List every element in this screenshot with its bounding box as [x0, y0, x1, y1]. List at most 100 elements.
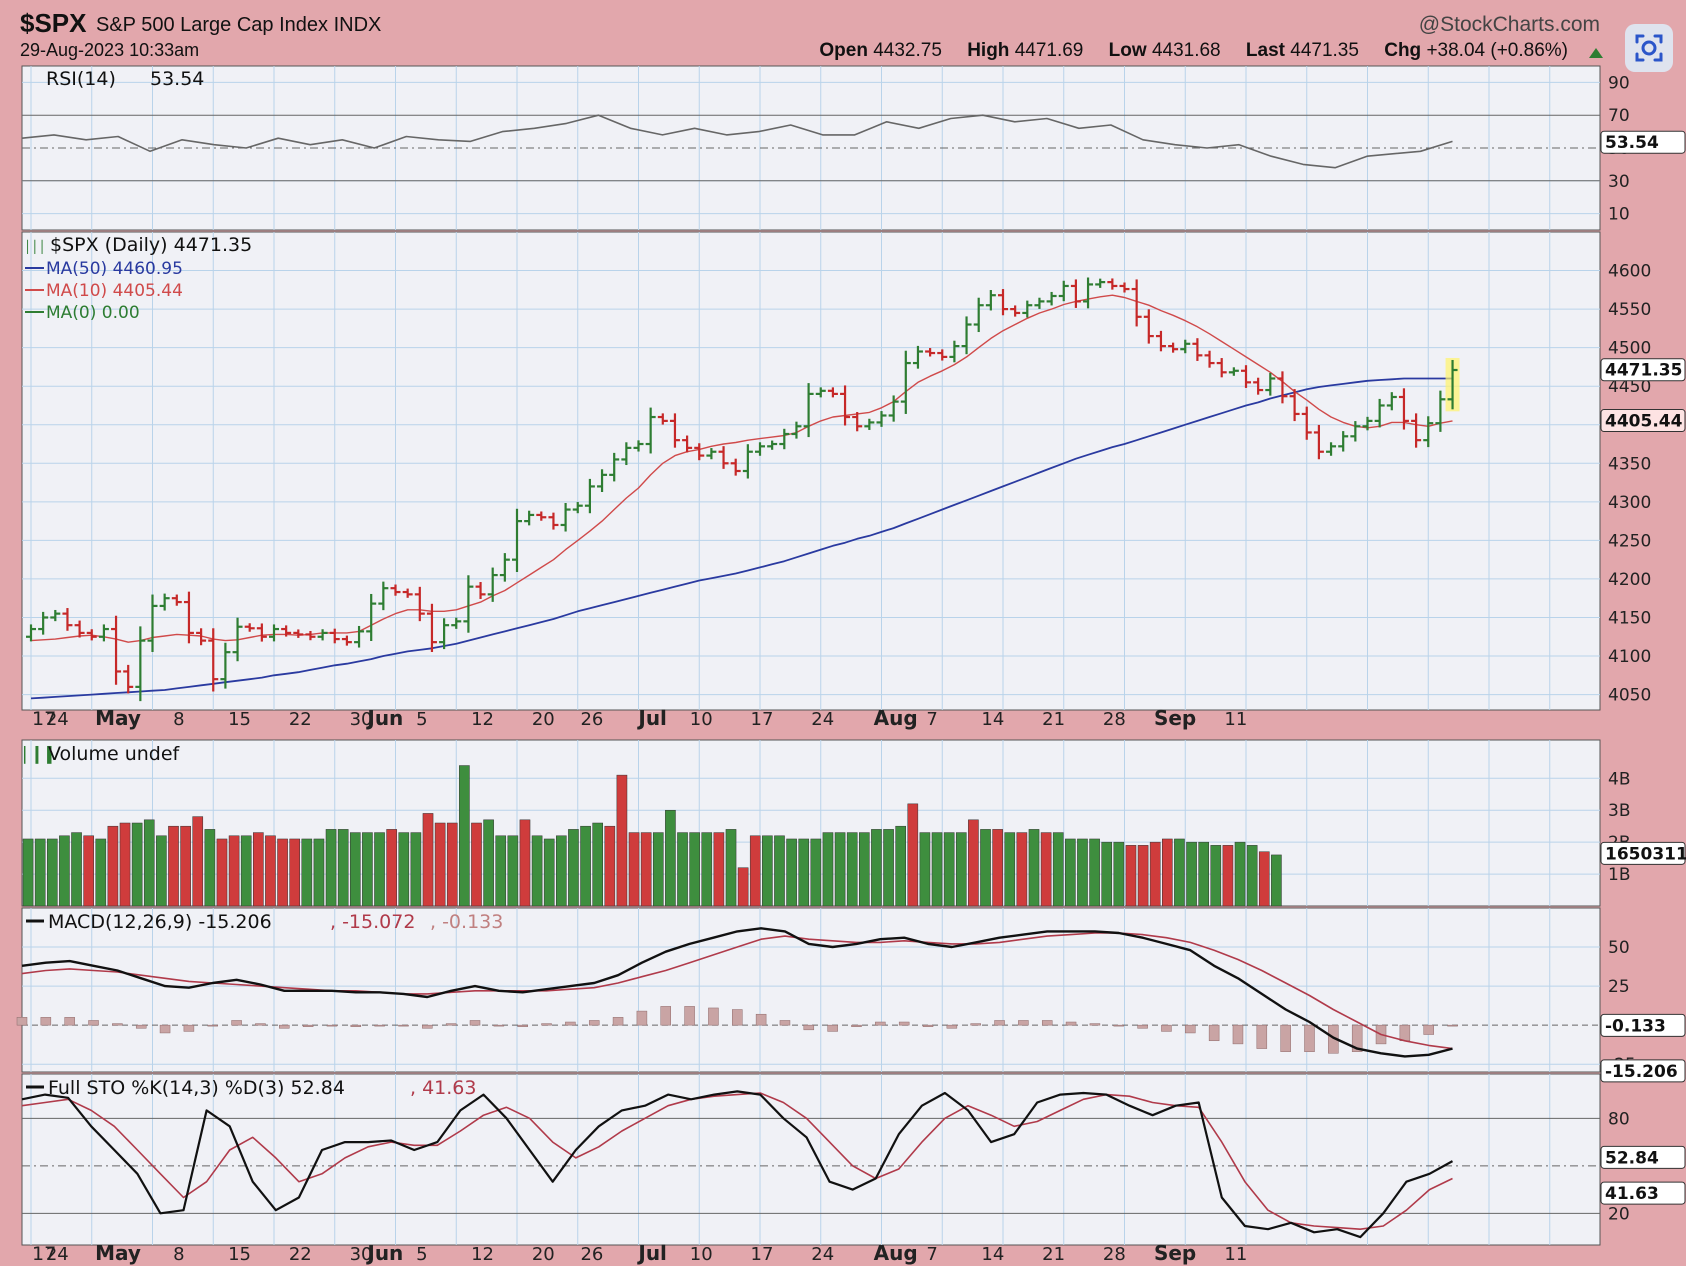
x-axis-label: Jul	[636, 1241, 667, 1265]
volume-bar	[943, 832, 955, 907]
macd-hist-bar	[970, 1023, 981, 1026]
volume-bar	[46, 838, 58, 907]
volume-bar	[1052, 832, 1064, 907]
macd-hist-bar	[207, 1024, 218, 1027]
volume-tick-label: 3B	[1608, 801, 1630, 821]
volume-bar	[616, 774, 628, 907]
macd-hist-bar	[660, 1006, 671, 1026]
macd-hist-bar	[1399, 1024, 1411, 1042]
macd-hist-bar	[1137, 1024, 1148, 1029]
macd-hist-bar	[326, 1024, 338, 1027]
sto-panel	[21, 1073, 1601, 1246]
macd-hist-bar	[183, 1024, 195, 1032]
volume-bar	[592, 822, 603, 907]
volume-bar	[83, 835, 94, 907]
stockcharts-credit: @StockCharts.com	[1418, 13, 1600, 36]
volume-bar	[374, 832, 385, 907]
macd-hist-bar	[1351, 1024, 1363, 1052]
x-axis-label: 24	[811, 1244, 834, 1265]
ma-legend-label: MA(10) 4405.44	[46, 281, 183, 301]
macd-hist-bar	[64, 1017, 75, 1026]
macd-hist-bar	[994, 1020, 1005, 1026]
macd-hist-bar	[255, 1023, 266, 1026]
x-axis-label: 5	[416, 709, 427, 730]
macd-hist-bar	[350, 1024, 362, 1027]
macd-hist-bar	[398, 1024, 409, 1027]
x-axis-label: Sep	[1154, 706, 1196, 730]
ohlc-readout: Open 4432.75 High 4471.69 Low 4431.68 La…	[819, 40, 1588, 62]
x-axis-label: 21	[1042, 1244, 1065, 1265]
volume-bar	[604, 825, 616, 907]
macd-hist-bar	[16, 1017, 28, 1026]
macd-hist-bar	[135, 1024, 147, 1029]
x-axis-label: Sep	[1154, 1241, 1196, 1265]
volume-bar	[228, 835, 240, 907]
macd-hist-bar	[302, 1024, 314, 1027]
price-panel	[21, 231, 1601, 711]
symbol-title: $SPX	[20, 8, 87, 38]
rsi-last-tag: 53.54	[1605, 133, 1659, 153]
macd-hist-bar	[755, 1013, 767, 1026]
volume-bar	[34, 838, 46, 907]
volume-bar	[713, 832, 725, 907]
volume-bar	[883, 829, 894, 907]
volume-bar	[980, 829, 991, 907]
x-axis-label: 15	[228, 1244, 251, 1265]
index-full-name: S&P 500 Large Cap Index	[96, 14, 329, 36]
x-axis-label: 28	[1103, 709, 1126, 730]
volume-bar	[131, 822, 143, 907]
volume-bar	[665, 809, 676, 907]
x-axis-label: 15	[228, 709, 251, 730]
volume-bar	[1113, 841, 1125, 907]
x-axis-label: 24	[811, 709, 834, 730]
macd-hist-bar	[922, 1024, 934, 1027]
price-tick-label: 4600	[1608, 262, 1651, 282]
macd-hist-bar	[159, 1024, 171, 1034]
volume-bar	[907, 803, 919, 907]
volume-bar	[1174, 838, 1185, 907]
volume-bar	[216, 838, 228, 907]
volume-bar	[1077, 838, 1088, 907]
volume-bar	[1222, 845, 1234, 907]
volume-bar	[277, 838, 288, 907]
x-axis-label: 21	[1042, 709, 1065, 730]
volume-bar	[168, 825, 179, 907]
volume-bar	[543, 838, 555, 907]
volume-bar	[349, 832, 361, 907]
volume-bar	[1162, 838, 1173, 907]
macd-hist-bar	[445, 1023, 457, 1026]
volume-bar	[1016, 832, 1028, 907]
volume-bar	[253, 832, 264, 907]
volume-bar	[1149, 841, 1161, 907]
exchange-code: INDX	[333, 14, 382, 36]
ma-legend-label: MA(0) 0.00	[46, 303, 140, 323]
volume-bar	[119, 822, 131, 907]
volume-bar	[398, 832, 410, 907]
volume-bar	[192, 816, 204, 907]
volume-bar	[762, 835, 773, 907]
x-axis-label: 17	[751, 709, 774, 730]
volume-bar	[689, 832, 700, 907]
volume-bar	[652, 832, 664, 907]
sto-k-tag: 52.84	[1605, 1148, 1659, 1168]
x-axis-label: 30	[350, 1244, 373, 1265]
macd-hist-bar	[374, 1024, 385, 1027]
macd-hist-bar	[40, 1017, 52, 1026]
volume-bar	[834, 832, 846, 907]
x-axis-label: 26	[580, 1244, 603, 1265]
volume-bar	[422, 813, 434, 907]
macd-hist-bar	[1256, 1024, 1268, 1049]
ma-legend-label: MA(50) 4460.95	[46, 259, 183, 279]
macd-hist-bar	[875, 1021, 886, 1026]
volume-bar	[1028, 829, 1040, 907]
macd-hist-bar	[1041, 1020, 1053, 1026]
volume-bar	[22, 838, 34, 907]
x-axis-label: Jun	[365, 1241, 403, 1265]
x-axis-label: 14	[981, 709, 1004, 730]
volume-bar	[871, 829, 882, 907]
price-legend: $SPX (Daily) 4471.35	[50, 234, 252, 256]
volume-bar	[240, 835, 252, 907]
volume-bar	[895, 825, 906, 907]
scan-button[interactable]	[1625, 24, 1673, 72]
ma50-line	[30, 377, 1453, 700]
